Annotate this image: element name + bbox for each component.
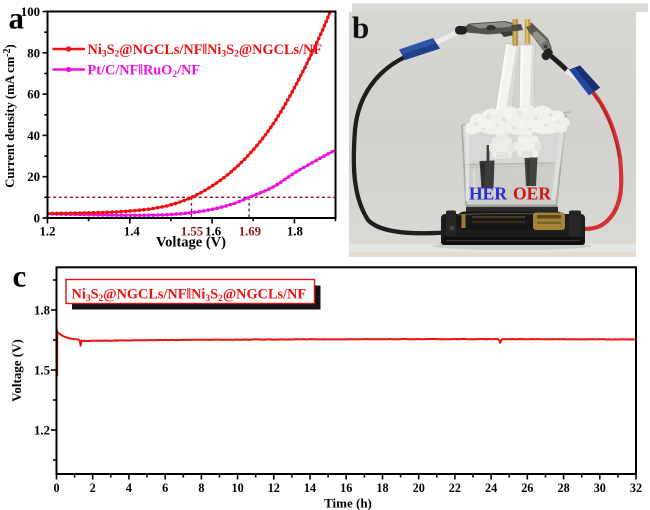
- svg-text:20: 20: [413, 481, 425, 495]
- svg-text:26: 26: [521, 481, 533, 495]
- svg-text:1.55: 1.55: [181, 225, 203, 239]
- svg-text:22: 22: [449, 481, 461, 495]
- svg-text:Ni3S2@NGCLs/NF‖Ni3S2@NGCLs/NF: Ni3S2@NGCLs/NF‖Ni3S2@NGCLs/NF: [72, 286, 307, 304]
- svg-text:18: 18: [376, 481, 388, 495]
- svg-text:Time (h): Time (h): [324, 496, 372, 510]
- svg-text:1.5: 1.5: [34, 364, 50, 378]
- svg-text:OER: OER: [513, 184, 551, 204]
- svg-text:32: 32: [630, 481, 642, 495]
- svg-text:28: 28: [558, 481, 570, 495]
- svg-text:Voltage (V): Voltage (V): [156, 235, 226, 251]
- svg-text:1.69: 1.69: [239, 225, 261, 239]
- svg-text:HER: HER: [469, 184, 507, 204]
- svg-text:16: 16: [340, 481, 352, 495]
- svg-text:1.6: 1.6: [205, 225, 222, 239]
- svg-text:8: 8: [198, 481, 204, 495]
- svg-text:30: 30: [594, 481, 606, 495]
- svg-text:1.4: 1.4: [124, 225, 141, 239]
- svg-text:0: 0: [53, 481, 59, 495]
- svg-text:1.2: 1.2: [34, 424, 50, 438]
- svg-text:1.8: 1.8: [287, 225, 303, 239]
- svg-text:Voltage (V): Voltage (V): [9, 339, 24, 402]
- svg-text:a: a: [9, 1, 25, 36]
- svg-text:Ni3S2@NGCLs/NF‖Ni3S2@NGCLs/NF: Ni3S2@NGCLs/NF‖Ni3S2@NGCLs/NF: [88, 42, 323, 60]
- svg-text:1.8: 1.8: [34, 304, 50, 318]
- svg-text:2: 2: [90, 481, 96, 495]
- svg-text:Current density (mA cm-2): Current density (mA cm-2): [2, 44, 17, 187]
- svg-text:20: 20: [27, 170, 40, 184]
- svg-text:60: 60: [27, 88, 40, 102]
- svg-text:b: b: [352, 10, 369, 45]
- svg-text:10: 10: [232, 481, 244, 495]
- svg-text:40: 40: [27, 129, 40, 143]
- svg-text:0: 0: [34, 212, 40, 226]
- svg-text:4: 4: [126, 481, 132, 495]
- svg-text:6: 6: [162, 481, 168, 495]
- svg-text:80: 80: [27, 46, 40, 60]
- svg-text:24: 24: [485, 481, 497, 495]
- svg-text:c: c: [13, 259, 27, 294]
- svg-text:Pt/C/NF‖RuO2/NF: Pt/C/NF‖RuO2/NF: [88, 62, 201, 80]
- svg-text:14: 14: [304, 481, 316, 495]
- svg-text:1.2: 1.2: [40, 225, 56, 239]
- svg-text:100: 100: [21, 5, 40, 19]
- svg-text:12: 12: [268, 481, 280, 495]
